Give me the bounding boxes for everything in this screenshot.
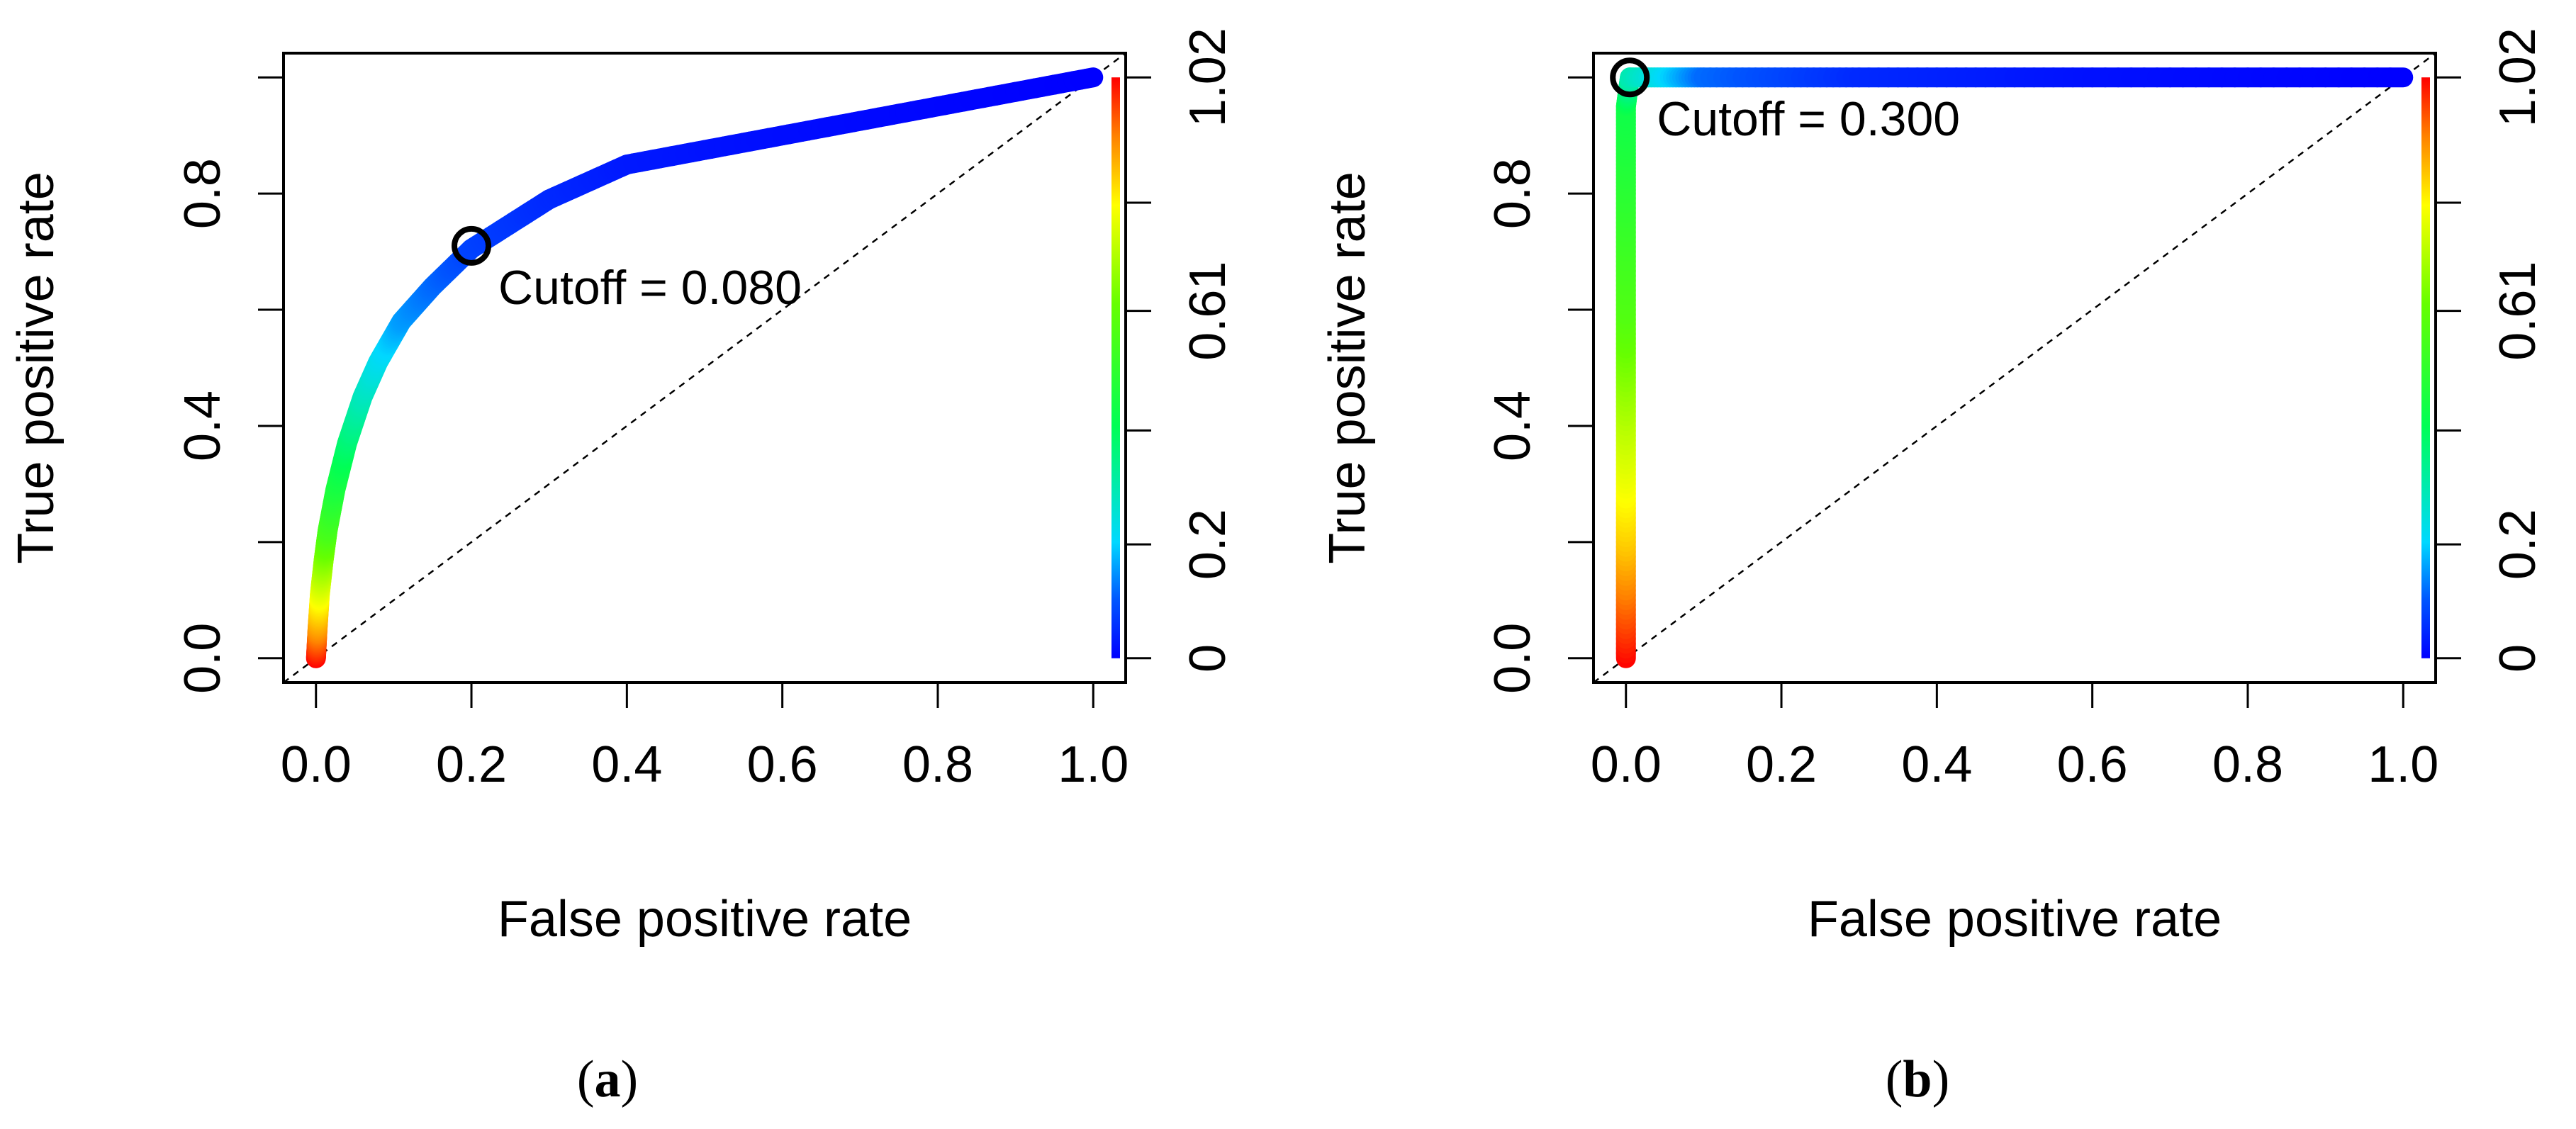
x-axis: 0.0 0.2 0.4 0.6 0.8 1.0 <box>281 683 1129 793</box>
x-axis: 0.0 0.2 0.4 0.6 0.8 1.0 <box>1591 683 2438 793</box>
caption-close-paren: ) <box>621 1050 639 1108</box>
colorbar-axis: 0 0.2 0.61 1.02 <box>1126 28 1236 673</box>
panel-caption: (a) <box>577 1050 638 1108</box>
x-tick-label: 0.6 <box>2057 736 2128 793</box>
x-tick-label: 0.2 <box>436 736 507 793</box>
x-tick-label: 0.0 <box>1591 736 1662 793</box>
colorbar-tick-label: 0 <box>2490 644 2546 673</box>
caption-close-paren: ) <box>1932 1050 1950 1108</box>
colorbar-tick-label: 1.02 <box>1180 28 1236 127</box>
y-axis-label: True positive rate <box>8 172 65 564</box>
plot-frame <box>282 52 1127 684</box>
panel-caption: (b) <box>1886 1050 1949 1108</box>
x-tick-label: 1.0 <box>1058 736 1129 793</box>
y-tick-label: 0.0 <box>1484 623 1541 694</box>
x-axis-label: False positive rate <box>1808 891 2222 948</box>
y-tick-label: 0.8 <box>174 158 231 229</box>
colorbar <box>1111 77 1120 658</box>
panel-a: Cutoff = 0.080 0.0 0.2 0.4 0.6 0.8 1.0 False po… <box>8 28 1236 1108</box>
plot-frame <box>1592 52 2437 684</box>
colorbar <box>2421 77 2430 658</box>
roc-curve <box>1615 67 2414 668</box>
y-tick-label: 0.8 <box>1484 158 1541 229</box>
y-axis: 0.0 0.4 0.8 <box>174 76 284 694</box>
x-tick-label: 0.4 <box>1901 736 1972 793</box>
colorbar-tick-label: 0.61 <box>2490 262 2546 361</box>
y-axis: 0.0 0.4 0.8 <box>1484 76 1594 694</box>
caption-open-paren: ( <box>577 1050 595 1108</box>
x-tick-label: 0.8 <box>2212 736 2283 793</box>
x-axis-label: False positive rate <box>498 891 912 948</box>
y-axis-label: True positive rate <box>1319 172 1376 564</box>
x-tick-label: 0.8 <box>902 736 973 793</box>
caption-open-paren: ( <box>1886 1050 1903 1108</box>
panel-b: Cutoff = 0.300 0.0 0.2 0.4 0.6 0.8 1.0 False po… <box>1319 28 2546 1108</box>
y-tick-label: 0.0 <box>174 623 231 694</box>
diagonal-reference-line <box>1593 52 2436 684</box>
x-tick-label: 1.0 <box>2368 736 2438 793</box>
roc-curve-segment <box>1077 67 1104 89</box>
x-tick-label: 0.4 <box>591 736 662 793</box>
x-tick-label: 0.0 <box>281 736 352 793</box>
colorbar-tick-label: 0 <box>1180 644 1236 673</box>
cutoff-marker <box>452 225 492 266</box>
colorbar-tick-label: 0.2 <box>2490 509 2546 580</box>
x-tick-label: 0.6 <box>747 736 818 793</box>
colorbar-axis: 0 0.2 0.61 1.02 <box>2436 28 2546 673</box>
caption-letter: a <box>595 1050 621 1108</box>
cutoff-label: Cutoff = 0.300 <box>1657 92 1960 146</box>
colorbar-tick-label: 0.61 <box>1180 262 1236 361</box>
caption-letter: b <box>1903 1050 1932 1108</box>
colorbar-tick-label: 0.2 <box>1180 509 1236 580</box>
cutoff-marker <box>1610 57 1650 98</box>
x-tick-label: 0.2 <box>1746 736 1817 793</box>
colorbar-tick-label: 1.02 <box>2490 28 2546 127</box>
y-tick-label: 0.4 <box>174 391 231 461</box>
cutoff-label: Cutoff = 0.080 <box>498 261 802 315</box>
y-tick-label: 0.4 <box>1484 391 1541 461</box>
roc-curve <box>306 67 1104 668</box>
